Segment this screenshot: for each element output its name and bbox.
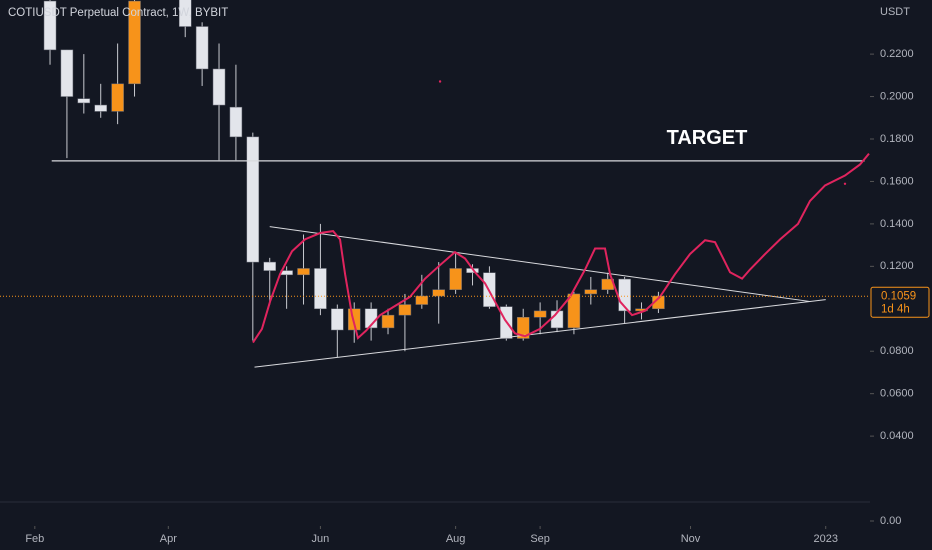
y-tick-label: 0.0600 bbox=[880, 388, 914, 400]
curve-dot bbox=[843, 182, 847, 185]
candle-body bbox=[584, 289, 598, 295]
candle-body bbox=[297, 268, 310, 276]
candle-body bbox=[212, 68, 226, 106]
y-tick-label: 0.1200 bbox=[880, 260, 914, 272]
y-tick-label: 0.00 bbox=[880, 515, 901, 527]
chart-title: COTIUSDT Perpetual Contract, 1W, BYBIT bbox=[8, 7, 228, 19]
candle-body bbox=[381, 314, 395, 329]
y-tick-label: 0.2200 bbox=[880, 48, 914, 60]
plot-area bbox=[0, 0, 870, 368]
x-tick-label: Sep bbox=[530, 533, 550, 545]
x-tick-label: Apr bbox=[160, 533, 177, 545]
annotation: TARGET bbox=[667, 127, 748, 149]
x-tick-label: Nov bbox=[681, 533, 701, 545]
trend-line bbox=[254, 299, 826, 368]
candle-body bbox=[533, 310, 547, 318]
candle-body bbox=[415, 295, 429, 305]
candle-body bbox=[111, 83, 124, 112]
y-tick-label: 0.1600 bbox=[880, 175, 914, 187]
candle-body bbox=[195, 26, 209, 70]
y-tick-label: 0.0400 bbox=[880, 430, 914, 442]
candle-body bbox=[567, 293, 581, 329]
trend-line bbox=[269, 226, 811, 303]
countdown-label: 1d 4h bbox=[881, 303, 910, 315]
last-price-box bbox=[870, 286, 930, 318]
candle-body bbox=[94, 104, 107, 112]
candle-body bbox=[246, 136, 260, 263]
candle-body bbox=[652, 295, 665, 310]
x-tick-label: Feb bbox=[25, 533, 44, 545]
candle-body bbox=[178, 0, 192, 27]
x-tick-label: Aug bbox=[446, 533, 466, 545]
candle-body bbox=[263, 261, 276, 271]
candle-body bbox=[128, 0, 141, 85]
candle-body bbox=[449, 268, 462, 290]
candle-body bbox=[331, 308, 344, 331]
x-tick-label: 2023 bbox=[813, 533, 837, 545]
candle-body bbox=[43, 0, 57, 51]
y-unit: USDT bbox=[880, 6, 910, 18]
candle-body bbox=[60, 49, 74, 97]
y-tick-label: 0.0800 bbox=[880, 345, 914, 357]
forecast-curve bbox=[252, 153, 870, 344]
candle-body bbox=[229, 106, 243, 138]
candle-body bbox=[314, 268, 327, 310]
candle-body bbox=[398, 304, 412, 316]
candle-body bbox=[516, 317, 530, 339]
y-tick-label: 0.1400 bbox=[880, 218, 914, 230]
y-tick-label: 0.1800 bbox=[880, 133, 914, 145]
last-price-label: 0.1059 bbox=[881, 290, 916, 302]
candle-body bbox=[432, 289, 445, 297]
x-tick-label: Jun bbox=[312, 533, 330, 545]
curve-dot bbox=[438, 80, 442, 83]
candle-body bbox=[77, 98, 91, 104]
y-tick-label: 0.2000 bbox=[880, 90, 914, 102]
